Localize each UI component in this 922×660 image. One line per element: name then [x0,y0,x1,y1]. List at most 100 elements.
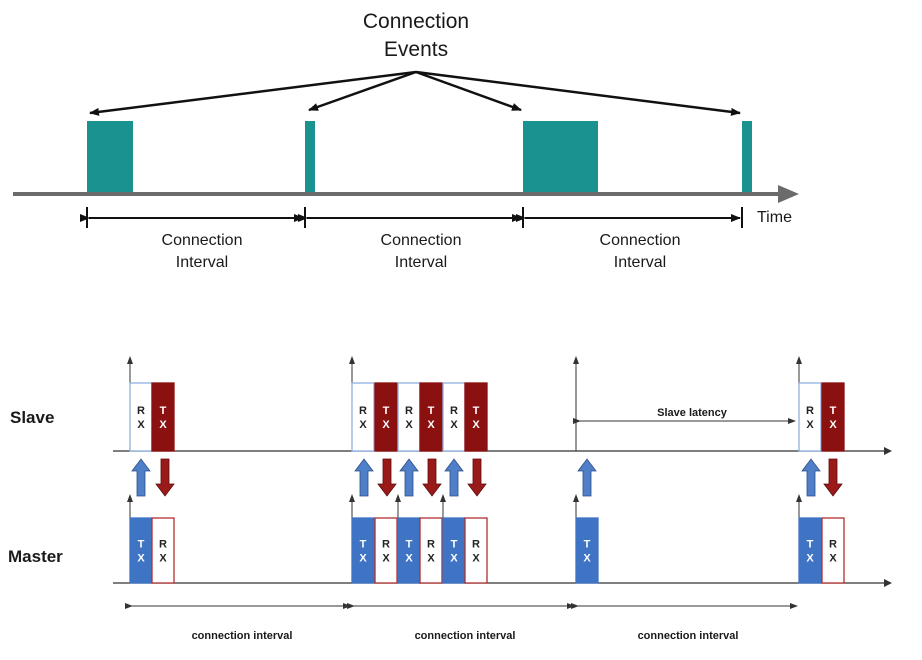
slot-letter-top: R [427,539,435,551]
connection-event-blocks [87,121,752,194]
slave-rx-slot: RX [397,382,421,452]
slave-tx-slot: TX [821,382,845,452]
interval-3-line1: Connection [600,232,681,249]
master-rx-slot: RX [374,517,398,584]
slave-slot-box [397,382,421,452]
slave-lane-label: Slave [10,408,54,427]
slot-letter-bottom: X [137,553,145,565]
slave-tx-slot: TX [151,382,175,452]
connection-event-3 [523,121,598,194]
slot-letter-top: R [450,405,458,417]
slave-marker-3-head [573,356,579,364]
events-title-line2: Events [384,38,448,61]
master-lane-label: Master [8,547,63,566]
transfer-arrows [131,458,843,497]
time-axis-arrowhead [778,185,799,203]
slave-rx-slot: RX [129,382,153,452]
slot-letter-top: T [451,539,458,551]
slot-letter-bottom: X [405,553,413,565]
bottom-interval-2-label: connection interval [415,630,516,642]
event-pointer-2 [308,70,417,112]
bottom-interval-1-label: connection interval [192,630,293,642]
slot-letter-bottom: X [472,419,480,431]
interval-1-line1: Connection [162,232,243,249]
interval-markers [80,207,743,228]
slot-letter-top: R [382,539,390,551]
master-tx-slot: TX [351,517,375,584]
slave-tx-slot: TX [464,382,488,452]
events-title-line1: Connection [363,10,469,33]
master-tx-slot: TX [397,517,421,584]
time-axis: Time [13,185,799,226]
slot-letter-bottom: X [829,419,837,431]
slot-letter-top: T [383,405,390,417]
slot-letter-top: T [428,405,435,417]
slot-letter-bottom: X [137,419,145,431]
slave-marker-4-head [796,356,802,364]
slave-rx-slot: RX [798,382,822,452]
master-to-slave-arrow-icon [801,458,821,497]
slot-letter-bottom: X [427,419,435,431]
interval-2-line1: Connection [381,232,462,249]
slot-letter-bottom: X [450,553,458,565]
slot-letter-top: T [406,539,413,551]
slot-letter-top: R [806,405,814,417]
master-marker-3-head [395,494,401,502]
slot-letter-top: T [360,539,367,551]
master-slot-box [419,517,443,584]
slave-slot-box [129,382,153,452]
slot-letter-bottom: X [159,419,167,431]
slot-letter-bottom: X [450,419,458,431]
top-diagram: Connection Events Time [13,10,799,271]
slave-slot-box [442,382,466,452]
slave-baseline-arrowhead [884,447,892,455]
master-to-slave-arrow-icon [399,458,419,497]
slot-letter-bottom: X [806,419,814,431]
bottom-interval-3-label: connection interval [638,630,739,642]
slot-letter-top: T [807,539,814,551]
master-rx-slot: RX [821,517,845,584]
master-tx-slot: TX [442,517,466,584]
master-rx-slot: RX [464,517,488,584]
interval-labels: Connection Interval Connection Interval … [162,232,681,271]
slave-slot-box [374,382,398,452]
master-marker-4-head [440,494,446,502]
slot-letter-bottom: X [583,553,591,565]
master-slot-box [575,517,599,584]
slot-letter-bottom: X [829,553,837,565]
time-label: Time [757,209,792,226]
slot-letter-bottom: X [159,553,167,565]
master-slot-box [821,517,845,584]
slot-letter-top: R [159,539,167,551]
slot-letter-top: R [359,405,367,417]
slot-letter-top: T [830,405,837,417]
slave-tx-slot: TX [419,382,443,452]
slot-letter-top: R [137,405,145,417]
slot-letter-bottom: X [359,553,367,565]
lane-baselines [113,447,892,587]
master-rx-slot: RX [419,517,443,584]
slave-slot-box [419,382,443,452]
master-marker-2-head [349,494,355,502]
connection-event-4 [742,121,752,194]
bottom-diagram: Slave Master [8,356,892,642]
slot-letter-top: R [472,539,480,551]
slave-to-master-arrow-icon [377,458,397,497]
master-to-slave-arrow-icon [131,458,151,497]
master-marker-6-head [796,494,802,502]
interval-1-line2: Interval [176,254,228,271]
slot-letter-bottom: X [472,553,480,565]
event-pointer-4 [415,70,741,116]
slot-letter-top: T [584,539,591,551]
master-to-slave-arrow-icon [444,458,464,497]
slave-latency-label: Slave latency [657,407,728,419]
event-pointer-arrows [89,70,741,116]
bottom-interval-labels: connection interval connection interval … [192,630,739,642]
slot-letter-bottom: X [405,419,413,431]
slave-to-master-arrow-icon [155,458,175,497]
master-slot-box [442,517,466,584]
slot-letter-top: T [138,539,145,551]
slave-latency: Slave latency [573,407,796,424]
slot-letter-bottom: X [382,553,390,565]
